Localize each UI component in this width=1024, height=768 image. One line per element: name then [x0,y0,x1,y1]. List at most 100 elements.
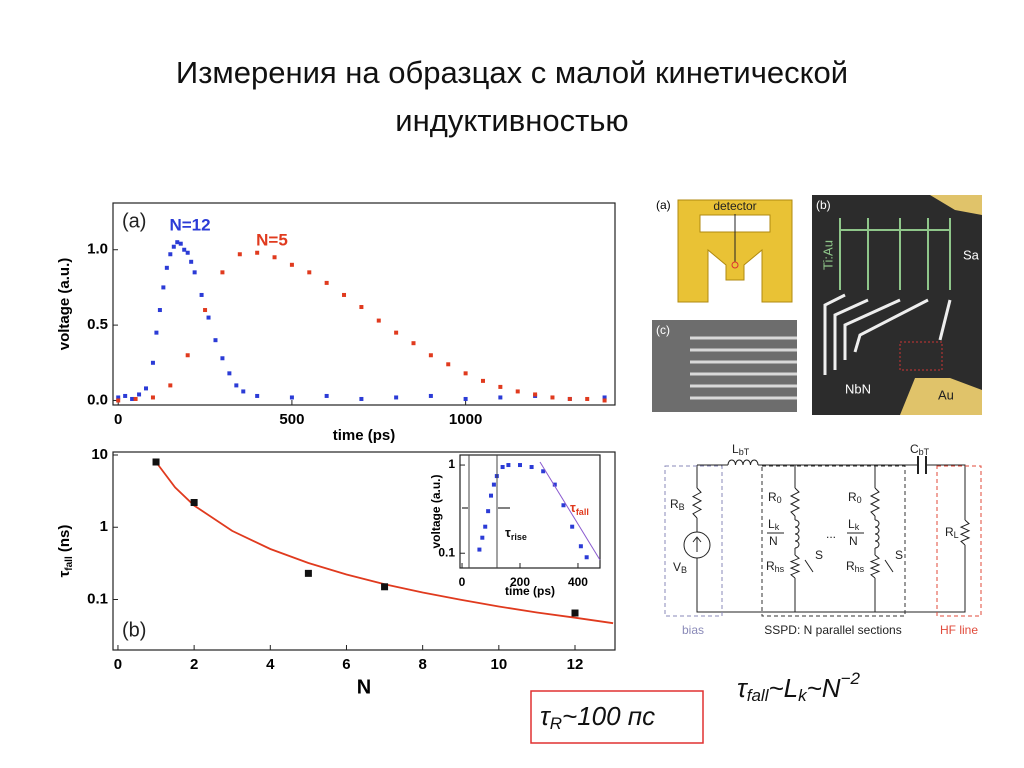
x-tick-label: 500 [279,411,304,428]
data-point [578,544,583,549]
data-point [324,393,329,398]
data-point [206,315,211,320]
data-point [175,240,180,245]
gold-pad [930,195,982,215]
annotation-part: fall [576,507,589,517]
data-point [123,393,128,398]
x-axis-label: N [357,676,371,698]
x-tick-label: 8 [418,656,426,673]
x-tick-label: 2 [190,656,198,673]
data-point [289,395,294,400]
x-tick-label: 400 [568,575,588,589]
panel-label: (a) [656,198,671,212]
data-point [394,330,399,335]
data-point [584,555,589,560]
y-tick-label: 1.0 [87,241,108,258]
x-tick-label: 0 [459,575,466,589]
resistor [959,519,971,546]
circuit-label: S [815,548,823,562]
data-point [446,362,451,367]
annotation-part: τ [505,525,511,540]
data-point [185,353,190,358]
data-point [411,341,416,346]
panel-label: (a) [122,210,146,232]
annotation-part: τ [570,500,576,515]
y-tick-label: 1 [448,457,455,471]
data-point [168,383,173,388]
circuit-label: LbT [732,442,750,457]
data-point [199,292,204,297]
circuit-labels: LbT CbT RB VB R0 Lk N Rhs S R0 Lk N Rhs … [670,442,978,637]
data-point [190,499,198,507]
material-label: Sa [963,247,980,262]
x-tick-label: 10 [490,656,507,673]
data-point [192,270,197,275]
resistor [869,487,881,517]
data-point [533,392,538,397]
data-point [234,383,239,388]
y-axis-label: voltage (a.u.) [429,474,443,548]
data-point [304,569,312,577]
plot-frame [112,202,616,406]
plot-frame [112,451,616,651]
sample-area [899,341,943,371]
data-point [171,244,176,249]
plot-frame [459,454,601,569]
data-point [241,389,246,394]
data-point [157,308,162,313]
circuit-label: Rhs [766,559,785,574]
data-point [498,395,503,400]
y-tick-label: 1 [100,518,108,535]
data-point [477,547,482,552]
data-point [178,241,183,246]
data-point [428,353,433,358]
data-point [342,292,347,297]
data-point [164,265,169,270]
title-line: индуктивностью [395,103,628,138]
y-tick-label: 0.0 [87,391,108,408]
data-point [561,503,566,508]
detector-spot [731,261,739,269]
data-point [137,392,142,397]
circuit-label: SSPD: N parallel sections [764,623,901,637]
fit-line [155,461,614,625]
x-tick-label: 4 [266,656,275,673]
data-point [359,396,364,401]
circuit-label: Lk [848,517,860,532]
gold-pad [900,378,982,415]
y-tick-label: 0.1 [87,590,108,607]
data-point [161,285,166,290]
inductor [727,459,759,466]
resistor [789,487,801,517]
data-point [515,389,520,394]
data-point [602,395,607,400]
data-point [185,250,190,255]
annotation-part: rise [511,532,527,542]
y-axis-label: τfall (ns) [56,525,75,578]
data-point [203,308,208,313]
data-point [307,270,312,275]
resistor [869,554,881,579]
legend-label: N=5 [256,230,288,249]
material-label: Ti:Au [820,240,835,270]
circuit-label: HF line [940,623,978,637]
circuit-label: R0 [848,490,862,505]
data-point [480,378,485,383]
data-point [324,280,329,285]
annotation: τfall [570,500,589,517]
data-point [189,259,194,264]
data-point [152,458,160,466]
y-axis-label-part: fall [64,556,75,571]
data-point [116,398,121,403]
data-point [213,338,218,343]
formula: τR~100 пс [540,701,655,734]
data-point [500,465,505,470]
inset-fit [539,461,601,561]
detector-label: detector [713,199,756,213]
data-point [220,356,225,361]
circuit-label: VB [673,560,687,575]
data-point [518,463,522,468]
data-point [541,469,546,474]
data-point [227,371,232,376]
